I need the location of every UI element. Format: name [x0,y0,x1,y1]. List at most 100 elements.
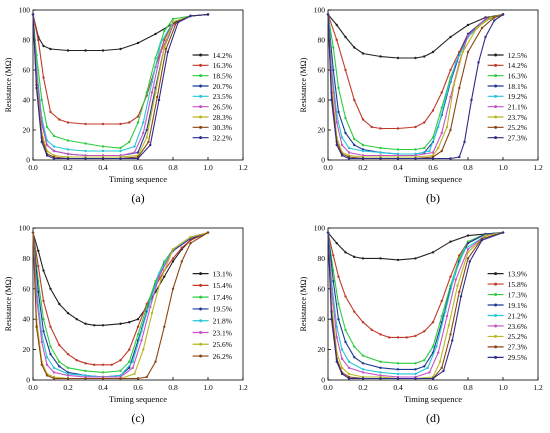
data-point [145,375,148,379]
data-point [340,143,344,147]
x-axis-label: Timing sequence [109,394,167,404]
data-point [466,242,470,245]
data-point [396,362,400,365]
data-point [466,251,470,254]
data-point [145,136,148,139]
legend-label: 23.7% [508,113,527,122]
legend-label: 25.2% [508,123,527,132]
data-point [101,363,105,366]
legend-label: 26.2% [213,352,232,361]
data-point [431,151,435,154]
data-point [431,251,435,254]
data-point [45,143,49,147]
data-point [447,324,450,327]
data-point [452,275,456,278]
panel-label: (b) [426,191,440,205]
legend-label: 18.1% [508,82,527,91]
legend-marker [199,136,203,140]
data-point [423,330,426,333]
data-point [466,23,470,27]
data-point [154,91,157,94]
data-point [431,109,435,112]
legend-marker [494,125,498,129]
data-point [361,354,365,357]
legend-marker [199,74,203,78]
y-tick-label: 40 [318,315,326,324]
data-point [52,145,56,148]
data-point [340,357,344,360]
y-tick-label: 60 [23,284,31,293]
series-line-131 [32,232,209,326]
data-point [84,369,87,373]
data-point [45,363,49,366]
y-axis-label: Resistance (MΩ) [299,57,308,112]
data-point [396,127,400,130]
data-point [335,23,338,27]
x-tick-label: 1.0 [203,163,213,172]
x-tick-label: 0.6 [428,383,438,392]
panel-label: (c) [131,411,144,425]
data-point [335,242,338,245]
series-line-163 [327,13,504,151]
data-point [466,34,470,37]
series-line-235 [32,13,209,152]
data-point [456,284,459,287]
data-point [480,26,484,30]
x-tick-label: 0.4 [393,383,403,392]
data-point [133,145,136,148]
legend-label: 14.2% [508,61,527,70]
y-tick-label: 20 [23,345,31,354]
data-point [84,149,87,153]
data-point [337,318,340,321]
legend-marker [199,115,203,119]
x-tick-label: 0.8 [168,383,178,392]
series-line-256 [32,232,209,380]
data-point [66,148,70,151]
data-point [49,110,52,114]
legend-label: 19.2% [508,92,527,101]
data-point [414,334,417,338]
series-line-174 [32,232,209,373]
data-point [142,131,145,135]
data-point [166,50,169,54]
chart-panel-b: 0.0 0.2 0.4 0.6 0.8 1.0 1.2 0 20 40 60 80 100 Timing … [299,6,543,206]
data-point [361,371,365,374]
data-point [451,339,454,342]
series-line-322 [32,13,209,160]
legend-marker [494,355,498,359]
data-point [423,121,426,124]
legend-marker [494,63,498,67]
legend-label: 15.8% [508,280,527,289]
data-point [128,366,131,370]
data-point [136,115,140,118]
data-point [423,359,426,362]
series-line-192 [327,13,504,155]
data-point [52,371,56,374]
x-axis-label: Timing sequence [109,174,167,184]
legend-marker [494,53,498,57]
data-point [171,260,175,263]
series-line-237 [327,13,504,158]
data-point [454,61,457,64]
data-point [58,360,61,363]
data-point [414,368,417,371]
data-point [37,249,40,252]
data-point [361,362,365,365]
x-tick-label: 0.0 [28,383,38,392]
data-point [361,118,365,121]
data-point [344,328,347,332]
data-point [340,136,344,139]
legend-label: 19.1% [508,301,527,310]
legend-label: 23.5% [213,92,232,101]
data-point [493,19,496,22]
data-point [49,47,52,51]
y-tick-label: 100 [19,6,31,15]
legend-marker [494,84,498,88]
data-point [414,148,417,151]
data-point [66,352,70,356]
data-point [189,14,192,18]
data-point [335,121,338,124]
data-point [438,360,442,363]
data-point [156,95,159,99]
data-point [431,50,435,54]
